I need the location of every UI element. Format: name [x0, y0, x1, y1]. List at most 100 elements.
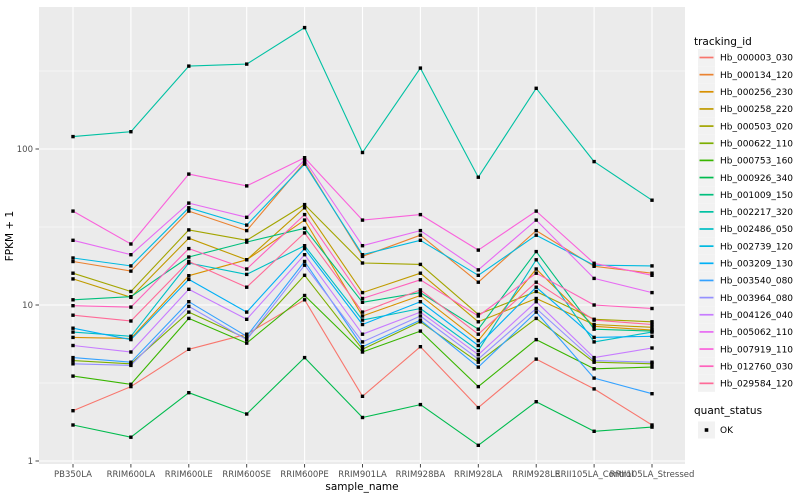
data-point: [129, 264, 133, 268]
data-point: [418, 318, 423, 322]
data-point: [302, 273, 307, 277]
data-point: [592, 322, 596, 327]
data-point: [245, 184, 249, 188]
data-point: [360, 290, 365, 295]
data-point: [592, 358, 596, 363]
data-point: [592, 324, 596, 328]
data-point: [129, 384, 133, 389]
data-point: [418, 345, 423, 349]
data-point: [302, 293, 307, 298]
x-tick-label: RRIM928BA: [396, 470, 446, 480]
data-point: [129, 360, 133, 364]
data-point: [360, 350, 365, 354]
data-point: [476, 268, 480, 272]
data-point: [650, 290, 654, 295]
data-point: [476, 339, 480, 343]
legend-label-Hb_000258_220: Hb_000258_220: [720, 105, 793, 115]
data-point: [187, 316, 191, 321]
legend-label-Hb_029584_120: Hb_029584_120: [720, 380, 793, 390]
data-point: [534, 337, 538, 342]
data-point: [418, 228, 423, 233]
data-point: [245, 285, 249, 289]
data-point: [71, 271, 75, 275]
data-point: [476, 280, 480, 284]
data-point: [650, 320, 654, 324]
data-point: [650, 425, 654, 429]
data-point: [534, 228, 538, 233]
data-point: [476, 384, 480, 389]
data-point: [187, 391, 191, 395]
legend-label-Hb_002486_050: Hb_002486_050: [720, 225, 793, 235]
data-point: [476, 314, 480, 318]
data-point: [129, 305, 133, 309]
data-point: [302, 298, 307, 302]
data-point: [245, 334, 249, 338]
data-point: [650, 273, 654, 277]
data-point: [592, 376, 596, 380]
data-point: [245, 267, 249, 271]
data-point: [187, 259, 191, 264]
data-point: [71, 335, 75, 340]
data-point: [302, 202, 307, 207]
data-point: [187, 64, 191, 68]
data-point: [476, 353, 480, 357]
data-point: [650, 423, 654, 427]
data-point: [418, 329, 423, 333]
data-point: [534, 316, 538, 321]
data-point: [302, 263, 307, 267]
data-point: [129, 334, 133, 338]
data-point: [534, 209, 538, 213]
data-point: [360, 300, 365, 304]
data-point: [476, 273, 480, 277]
data-point: [592, 327, 596, 331]
legend-label-Hb_000003_030: Hb_000003_030: [720, 54, 793, 64]
x-axis-title: sample_name: [325, 481, 398, 493]
data-point: [418, 402, 423, 407]
data-point: [187, 228, 191, 232]
legend-key-point: [704, 428, 709, 432]
legend-label-Hb_000503_020: Hb_000503_020: [720, 122, 793, 132]
data-point: [187, 255, 191, 259]
data-point: [418, 300, 423, 304]
y-axis-title: FPKM + 1: [4, 211, 16, 261]
data-point: [592, 276, 596, 281]
data-point: [360, 150, 365, 155]
data-point: [71, 358, 75, 363]
data-point: [187, 304, 191, 309]
legend-label-Hb_004126_040: Hb_004126_040: [720, 311, 793, 321]
data-point: [187, 274, 191, 278]
data-point: [129, 295, 133, 299]
data-point: [418, 306, 423, 311]
data-point: [650, 322, 654, 327]
data-point: [245, 310, 249, 314]
data-point: [187, 300, 191, 304]
data-point: [187, 206, 191, 210]
data-point: [187, 287, 191, 291]
data-point: [534, 218, 538, 222]
data-point: [534, 289, 538, 294]
data-point: [245, 238, 249, 242]
x-tick-label: RRII105LA_Stressed: [610, 470, 695, 480]
data-point: [592, 318, 596, 322]
data-point: [650, 325, 654, 329]
data-point: [476, 405, 480, 410]
data-point: [360, 261, 365, 265]
data-point: [245, 337, 249, 342]
data-point: [245, 412, 249, 416]
data-point: [360, 345, 365, 349]
data-point: [187, 201, 191, 205]
x-tick-label: PB350LA: [54, 470, 92, 480]
data-point: [245, 223, 249, 227]
data-point: [302, 206, 307, 210]
legend-label-Hb_000926_340: Hb_000926_340: [720, 174, 793, 184]
data-point: [302, 253, 307, 257]
x-tick-label: RRIM901LA: [338, 470, 387, 480]
data-point: [245, 332, 249, 336]
data-point: [592, 355, 596, 360]
data-point: [71, 277, 75, 281]
data-point: [71, 313, 75, 317]
data-point: [418, 314, 423, 318]
legend-title-tracking-id: tracking_id: [694, 36, 752, 48]
x-tick-label: RRIM600PE: [280, 470, 328, 480]
